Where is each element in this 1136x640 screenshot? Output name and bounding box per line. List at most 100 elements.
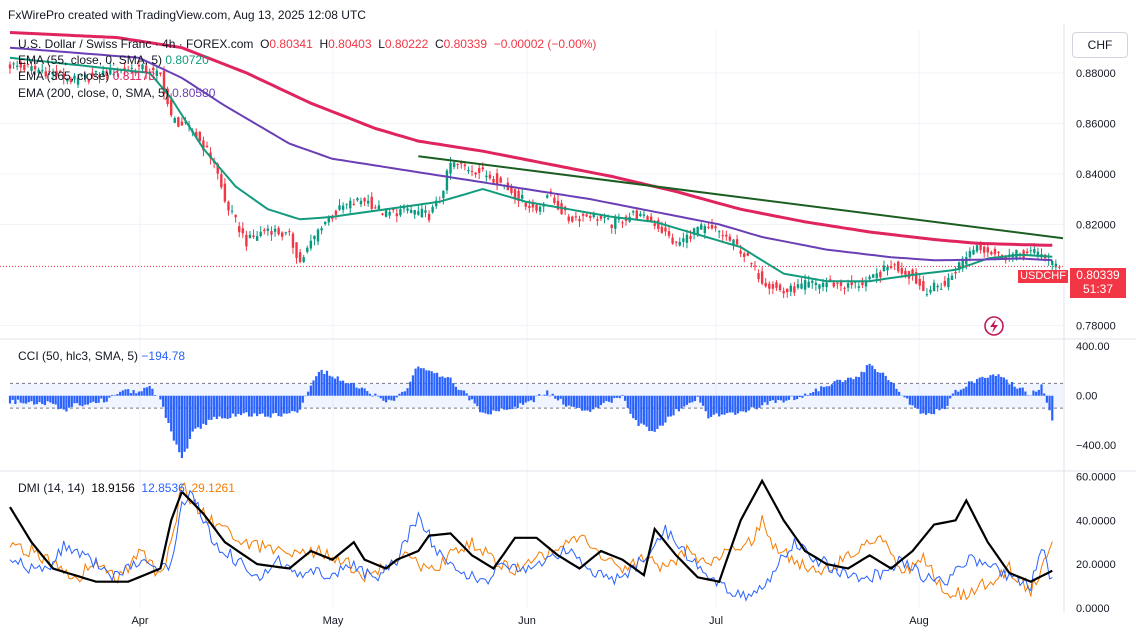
symbol-name[interactable]: U.S. Dollar / Swiss Franc · 4h · FOREX.c…: [18, 37, 254, 51]
cci-bar: [634, 395, 637, 421]
cci-bar: [685, 395, 689, 405]
candle-body: [349, 200, 352, 209]
candle-body: [796, 284, 800, 288]
cci-bar: [884, 375, 887, 396]
candle-body: [1058, 266, 1061, 268]
cci-bar: [624, 395, 627, 401]
cci-bar: [57, 395, 60, 410]
time-tick-label: Aug: [909, 615, 929, 627]
candle-body: [739, 250, 742, 254]
candle-body: [481, 167, 484, 170]
dmi-tick-label: 0.0000: [1076, 603, 1110, 615]
candle-body: [51, 72, 55, 76]
cci-bar: [247, 395, 251, 417]
cci-bar: [341, 380, 345, 396]
candle-body: [832, 282, 835, 287]
candle-body: [635, 210, 638, 220]
legend-ema55[interactable]: EMA (55, close, 0, SMA, 5) 0.80720: [18, 53, 209, 67]
candle-body: [775, 282, 778, 288]
candle-body: [76, 77, 80, 85]
candle-body: [617, 218, 621, 220]
cci-bar: [769, 395, 772, 401]
cci-bar: [14, 395, 17, 405]
cci-bar: [954, 389, 957, 396]
candle-body: [406, 208, 409, 211]
cci-bar: [766, 395, 769, 405]
cci-bar: [814, 388, 817, 396]
cci-bar: [350, 382, 353, 396]
candle-body: [420, 208, 424, 218]
cci-bar: [403, 391, 406, 396]
cci-bar: [234, 395, 237, 417]
cci-bar: [935, 395, 938, 410]
cci-bar: [11, 395, 14, 400]
cci-bar: [159, 395, 162, 400]
cci-bar: [527, 395, 530, 402]
candle-body: [177, 117, 180, 127]
cci-bar: [65, 395, 68, 412]
cci-bar: [331, 376, 334, 396]
cci-bar: [148, 385, 151, 396]
candle-body: [528, 205, 531, 208]
currency-selector[interactable]: CHF: [1072, 32, 1128, 58]
cci-bar: [758, 395, 761, 408]
cci-bar: [543, 394, 546, 396]
cci-bar: [105, 395, 108, 402]
candle-body: [352, 203, 356, 205]
candle-body: [639, 213, 642, 217]
cci-bar: [962, 388, 965, 396]
candle-body: [975, 245, 979, 252]
legend-ema365[interactable]: EMA (365, close) 0.81173: [18, 69, 156, 83]
cci-bar: [30, 395, 33, 402]
candle-body: [900, 268, 904, 274]
legend-dmi[interactable]: DMI (14, 14) 18.9156 12.8536 29.1261: [18, 481, 235, 495]
cci-bar: [94, 395, 98, 404]
candle-body: [861, 280, 864, 286]
candle-body: [520, 194, 524, 199]
cci-bar: [41, 395, 44, 405]
legend-cci[interactable]: CCI (50, hlc3, SMA, 5) −194.78: [18, 349, 186, 363]
candle-body: [535, 204, 538, 211]
cci-bar: [301, 395, 304, 403]
candle-body: [277, 228, 280, 235]
cci-bar: [801, 395, 804, 398]
legend-ema200[interactable]: EMA (200, close, 0, SMA, 5) 0.80580: [18, 86, 216, 100]
time-tick-label: Apr: [131, 615, 148, 627]
cci-bar: [473, 395, 476, 404]
cci-bar: [221, 395, 224, 419]
cci-bar: [436, 372, 439, 396]
cci-bar: [551, 393, 554, 396]
candle-body: [803, 280, 807, 290]
cci-bar: [728, 395, 732, 413]
ema365-line: [9, 31, 1053, 247]
candle-body: [961, 258, 964, 269]
cci-bar: [997, 374, 1000, 396]
candle-body: [227, 201, 230, 211]
cci-bar: [739, 395, 742, 412]
candle-body: [707, 227, 710, 229]
candle-body: [513, 189, 517, 199]
cci-bar: [556, 395, 560, 401]
candle-body: [341, 205, 345, 210]
ohlc-open: O0.80341: [260, 37, 313, 51]
cci-bar: [538, 394, 541, 396]
cci-bar: [371, 395, 374, 397]
cci-bar: [798, 395, 801, 398]
cci-bar: [183, 395, 186, 452]
candle-body: [771, 284, 775, 289]
candle-body: [259, 231, 262, 237]
minus-di-value: 29.1261: [191, 481, 235, 495]
cci-bar: [744, 395, 748, 413]
candle-body: [904, 270, 907, 275]
cci-bar: [457, 389, 460, 396]
candle-body: [585, 214, 588, 217]
minus-di-line: [9, 482, 1053, 601]
cci-bar: [484, 395, 487, 414]
ticker-label: USDCHF: [1018, 270, 1068, 283]
cci-bar: [1045, 395, 1048, 403]
cci-bar: [170, 395, 173, 432]
candle-body: [864, 281, 868, 287]
cci-bar: [172, 395, 175, 441]
cci-bar: [632, 395, 635, 419]
